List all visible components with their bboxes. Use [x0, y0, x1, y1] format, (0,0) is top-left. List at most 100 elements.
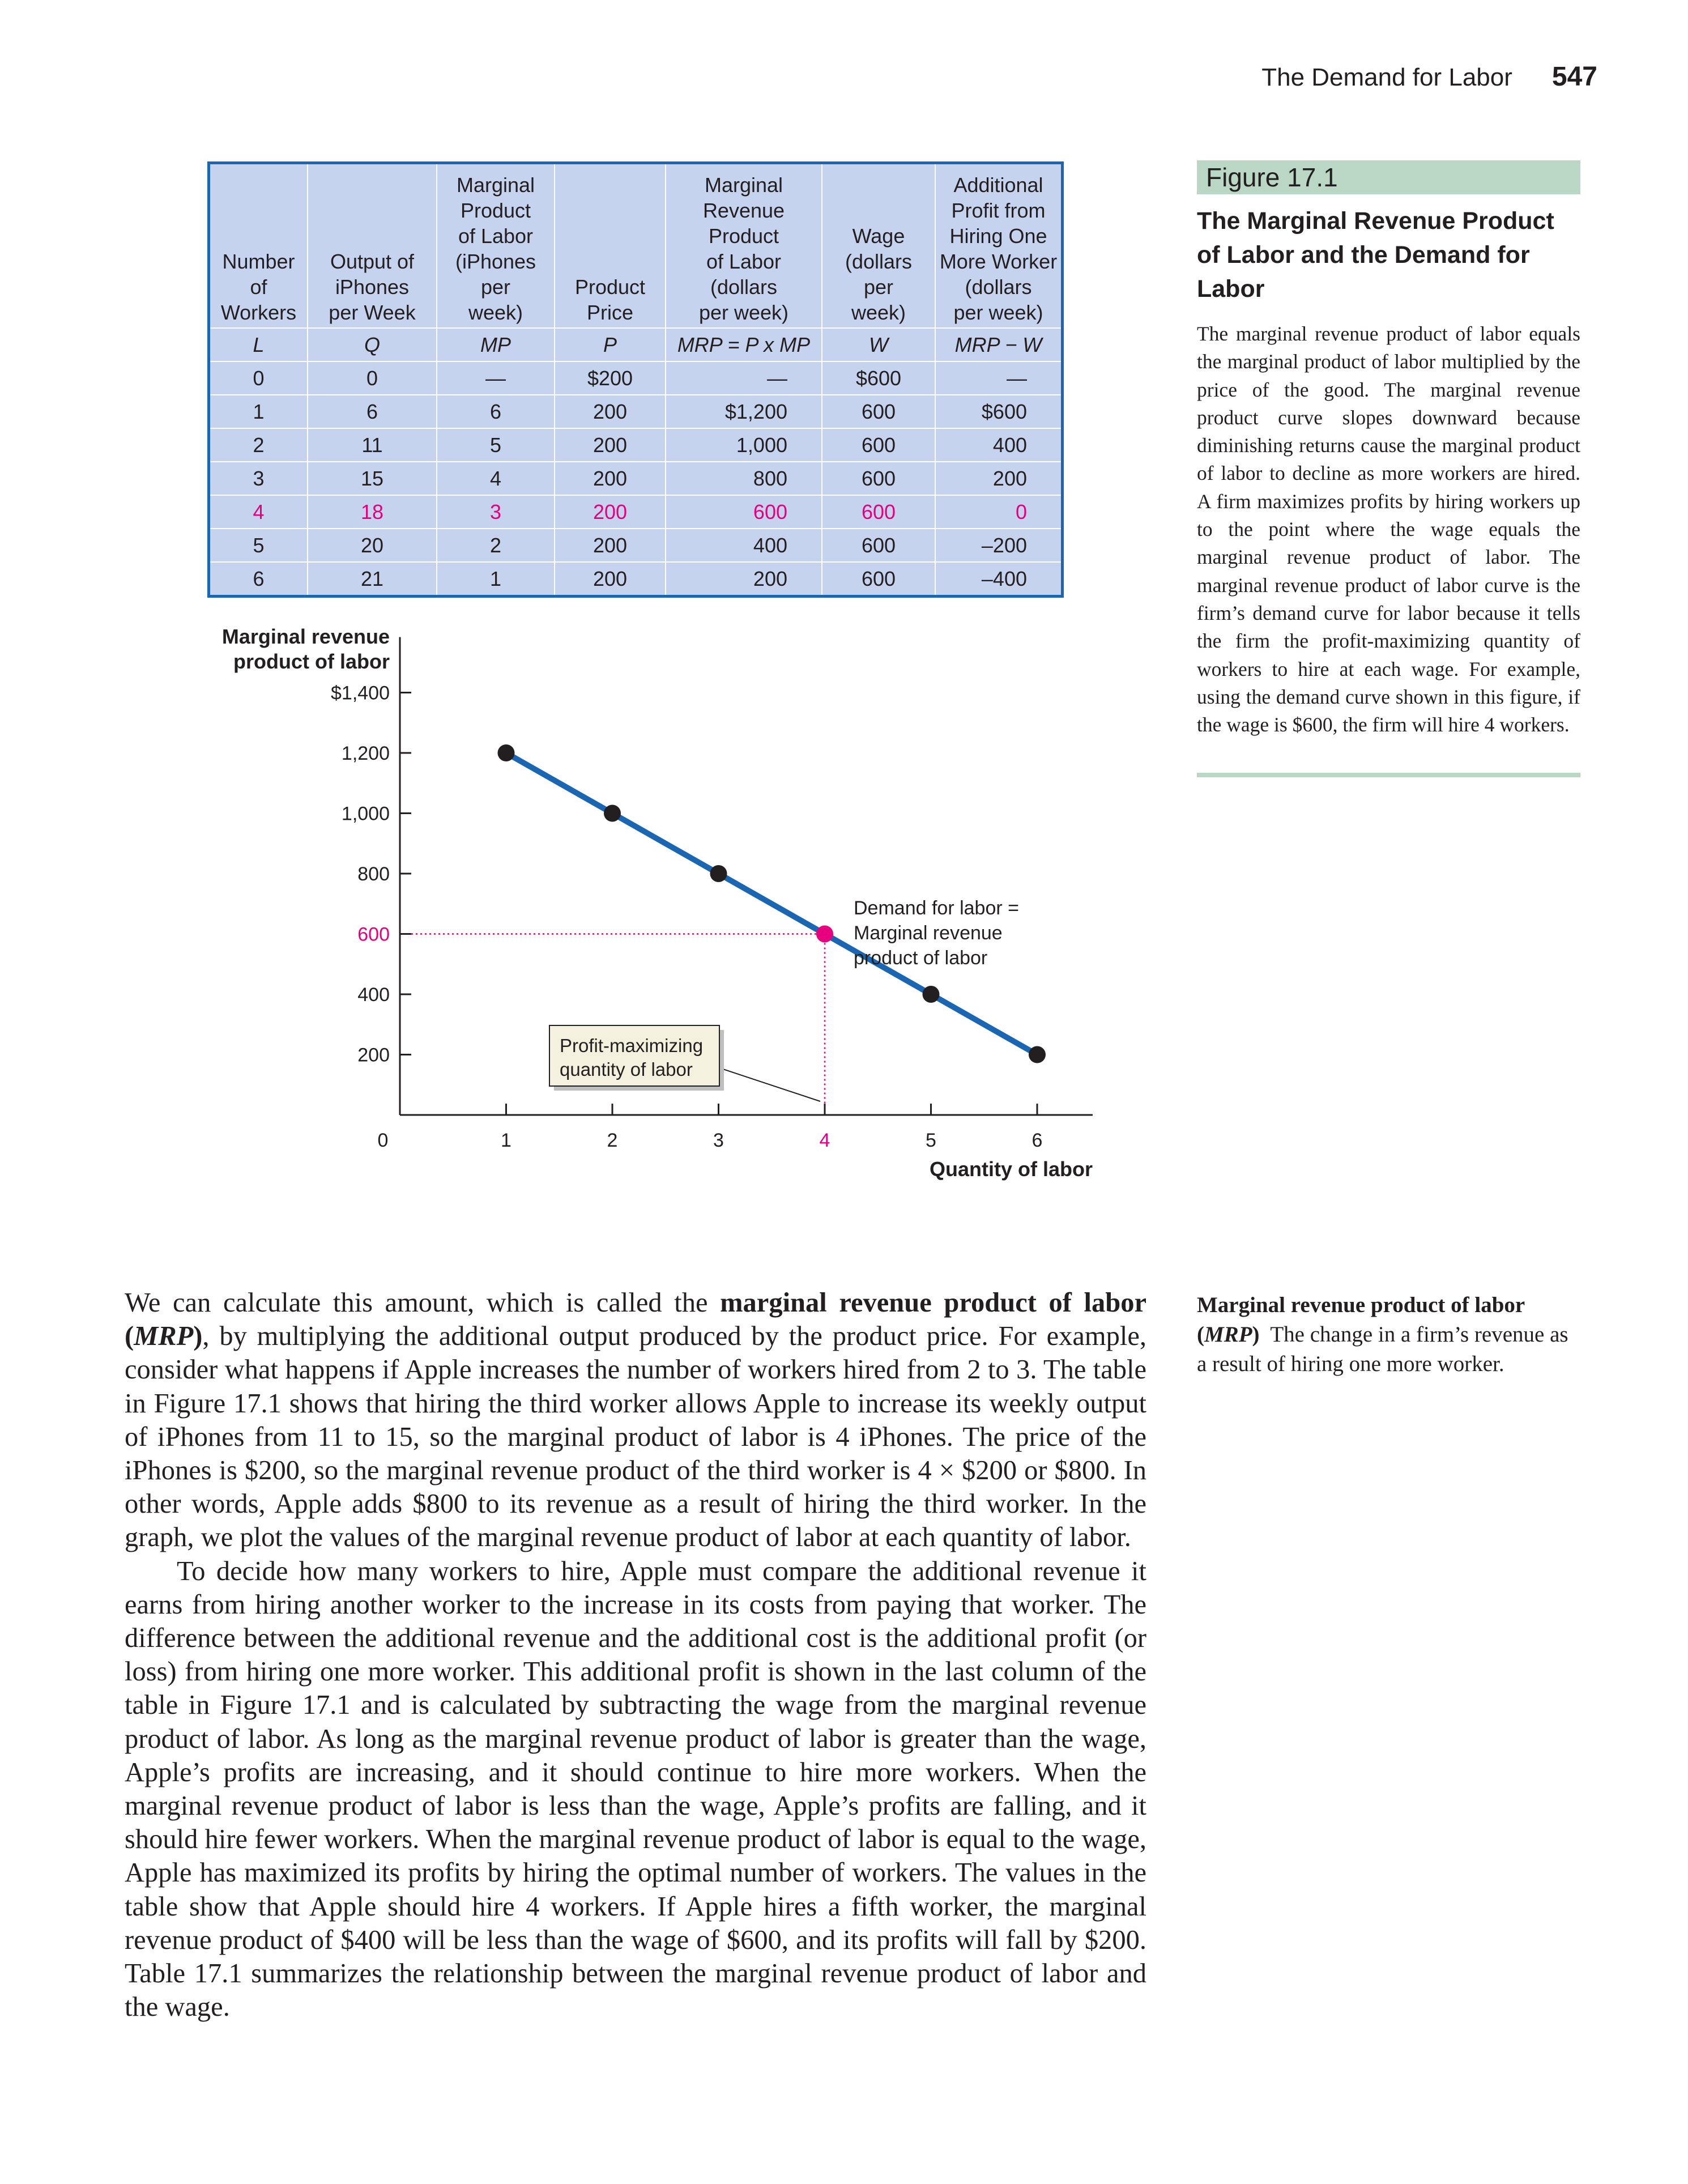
- table-header-cell: Additional Profit from Hiring One More Work…: [935, 164, 1061, 328]
- table-cell: 3: [436, 495, 555, 529]
- table-cell: 3: [210, 461, 308, 495]
- x-axis-title: Quantity of labor: [930, 1157, 1093, 1181]
- header-line: week): [851, 301, 906, 324]
- table-cell: 600: [821, 495, 935, 529]
- paragraph-1: We can calculate this amount, which is c…: [125, 1286, 1146, 1555]
- table-cell: 6: [307, 394, 437, 428]
- header-line: Price: [586, 301, 634, 324]
- header-line: Product: [708, 224, 779, 248]
- y-tick-label: $1,400: [331, 683, 390, 704]
- table-row: 2 11 5 200 1,000 600 400: [210, 428, 1061, 462]
- table-cell: 21: [307, 561, 437, 595]
- running-head-title: The Demand for Labor: [1261, 63, 1512, 91]
- table-cell: $200: [554, 361, 666, 395]
- table-cell: 1: [436, 561, 555, 595]
- header-line: Revenue: [702, 199, 785, 222]
- y-tick-label: 600: [357, 924, 390, 946]
- table-cell: –400: [935, 561, 1061, 595]
- table-row: 0 0— $200— $600—: [210, 361, 1061, 395]
- header-line: Hiring One: [949, 224, 1047, 248]
- header-line: of Labor: [458, 224, 534, 248]
- table-cell: 200: [554, 394, 666, 428]
- figure-caption: The marginal revenue product of labor eq…: [1197, 322, 1580, 736]
- table-cell: 600: [821, 428, 935, 462]
- table-cell: 1: [210, 394, 308, 428]
- table-header-cell: Wage (dollars per week): [821, 164, 935, 328]
- table-cell: 600: [821, 561, 935, 595]
- paragraph-2: To decide how many workers to hire, Appl…: [125, 1556, 1146, 2023]
- header-line: Profit from: [951, 199, 1046, 222]
- y-axis-title: product of labor: [233, 650, 390, 673]
- data-point: [922, 986, 940, 1003]
- table-cell: 6: [210, 561, 308, 595]
- data-point: [710, 865, 727, 882]
- header-line: per: [863, 275, 894, 299]
- p1-term-abbr: MRP: [134, 1321, 194, 1352]
- table-cell: 20: [307, 528, 437, 562]
- y-tick-label: 1,000: [342, 803, 390, 825]
- table-cell: 600: [665, 495, 822, 529]
- symbol-cell: MP: [436, 327, 555, 361]
- header-line: per Week: [329, 301, 416, 324]
- figure-label: Figure 17.1: [1197, 160, 1580, 194]
- table-row: 3 15 4 200 800 600 200: [210, 461, 1061, 495]
- header-line: of: [250, 275, 267, 299]
- mrp-chart: 200 400 600 800 1,000 1,200 $1,400 1 2 3 4 5 6 0 Margi…: [222, 625, 1093, 1181]
- header-line: (iPhones: [455, 250, 536, 273]
- symbol-cell: P: [554, 327, 666, 361]
- table-row: 5 20 2 200 400 600 –200: [210, 528, 1061, 562]
- table-cell: 0: [935, 495, 1061, 529]
- x-tick-label: 6: [1032, 1130, 1043, 1151]
- y-tick-label: 800: [357, 863, 390, 885]
- table-cell: 15: [307, 461, 437, 495]
- p1-term: marginal revenue product of labor (: [125, 1288, 1146, 1352]
- table-cell: 4: [436, 461, 555, 495]
- table-cell: 0: [307, 361, 437, 395]
- table-cell: 200: [554, 495, 666, 529]
- table-body: L Q MP P MRP = P x MP W MRP − W 0 0— $200— $600—1 6…: [210, 327, 1061, 595]
- symbol-cell: MRP = P x MP: [665, 327, 822, 361]
- p1-term-end: ): [193, 1321, 203, 1352]
- header-line: More Worker: [939, 250, 1058, 273]
- header-line: Marginal: [456, 173, 535, 197]
- x-tick-label: 1: [501, 1130, 511, 1151]
- x-tick-label: 2: [607, 1130, 618, 1151]
- header-line: week): [468, 301, 523, 324]
- table-cell: 5: [210, 528, 308, 562]
- header-line: per: [480, 275, 511, 299]
- y-tick-label: 1,200: [342, 743, 390, 764]
- table-row: 1 6 6 200 $1,200 600 $600: [210, 394, 1061, 428]
- table-cell: 800: [665, 461, 822, 495]
- table-header-cell: Product Price: [554, 164, 666, 328]
- table-cell: 600: [821, 394, 935, 428]
- header-line: (dollars: [710, 275, 778, 299]
- table-symbol-row: L Q MP P MRP = P x MP W MRP − W: [210, 327, 1061, 361]
- table-header-row: Number of Workers Output of iPhones per Week M…: [210, 164, 1061, 328]
- table-row: 4 18 3 200 600 600 0: [210, 495, 1061, 529]
- data-point: [497, 744, 515, 761]
- symbol-cell: MRP − W: [935, 327, 1061, 361]
- header-line: Product: [574, 275, 646, 299]
- glossary-term: Marginal revenue product of labor: [1197, 1293, 1525, 1317]
- x-tick-label: 3: [713, 1130, 724, 1151]
- figure-title: The Marginal Revenue Product of Labor an…: [1197, 207, 1554, 303]
- header-line: Product: [460, 199, 531, 222]
- header-line: (dollars: [965, 275, 1032, 299]
- curve-label: Marginal revenue: [854, 922, 1003, 944]
- glossary-abbr: MRP: [1204, 1322, 1252, 1347]
- page-number: 547: [1551, 62, 1597, 92]
- x-tick-label: 4: [820, 1130, 830, 1151]
- running-head: The Demand for Labor 547: [1261, 61, 1597, 92]
- glossary-abbr-open: (: [1197, 1322, 1204, 1347]
- x-origin-label: 0: [378, 1130, 389, 1151]
- header-line: Marginal: [704, 173, 783, 197]
- table-cell: $600: [821, 361, 935, 395]
- glossary-entry: Marginal revenue product of labor (MRP) …: [1197, 1291, 1580, 1379]
- table-cell: 200: [665, 561, 822, 595]
- highlight-point: [816, 925, 833, 943]
- data-point: [604, 804, 621, 822]
- header-line: iPhones: [335, 275, 410, 299]
- table-cell: 200: [554, 528, 666, 562]
- p1-text-b: , by multiplying the additional output p…: [125, 1321, 1146, 1553]
- table-cell: 600: [821, 528, 935, 562]
